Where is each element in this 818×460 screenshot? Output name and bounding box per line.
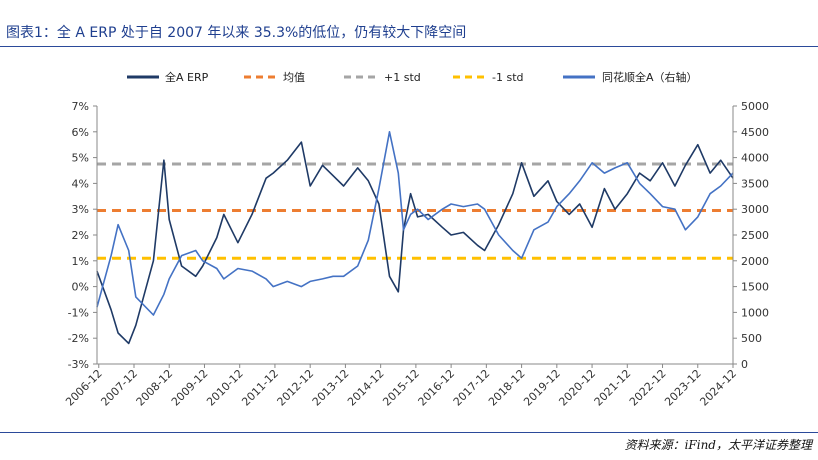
x-tick-label: 2018-12 — [486, 367, 528, 409]
x-tick-label: 2007-12 — [98, 367, 140, 409]
chart-title: 图表1：全 A ERP 处于自 2007 年以来 35.3%的低位，仍有较大下降… — [6, 25, 467, 41]
legend-label: 全A ERP — [165, 70, 209, 84]
x-tick-label: 2019-12 — [521, 367, 563, 409]
index-series-line — [96, 131, 734, 316]
footer-rule — [0, 432, 818, 433]
legend: 全A ERP 均值 +1 std -1 std 同花顺全A（右轴） — [127, 70, 698, 84]
right-tick-label: 2500 — [741, 229, 769, 242]
x-tick-label: 2010-12 — [204, 367, 246, 409]
right-tick-label: 1000 — [741, 306, 769, 319]
legend-label: +1 std — [384, 71, 421, 84]
right-tick-label: 1500 — [741, 281, 769, 294]
x-tick-label: 2011-12 — [239, 367, 281, 409]
left-tick-label: 3% — [72, 203, 89, 216]
x-tick-label: 2020-12 — [556, 367, 598, 409]
right-tick-label: 3000 — [741, 203, 769, 216]
x-tick-label: 2021-12 — [592, 367, 634, 409]
x-tick-label: 2008-12 — [134, 367, 176, 409]
left-tick-label: 7% — [72, 100, 89, 113]
x-tick-label: 2023-12 — [662, 367, 704, 409]
legend-label: 均值 — [283, 71, 305, 84]
right-tick-label: 4500 — [741, 126, 769, 139]
right-tick-label: 2000 — [741, 255, 769, 268]
erp-series-line — [96, 141, 734, 345]
x-tick-label: 2014-12 — [345, 367, 387, 409]
legend-label: -1 std — [492, 71, 524, 84]
left-tick-label: 4% — [72, 177, 89, 190]
right-tick-label: 500 — [741, 332, 762, 345]
x-tick-label: 2013-12 — [310, 367, 352, 409]
legend-label: 同花顺全A（右轴） — [602, 70, 698, 84]
axes: 7%6%5%4%3%2%1%0%-1%-2%-3%500045004000350… — [63, 100, 769, 409]
source-note: 资料来源：iFind，太平洋证券整理 — [624, 438, 812, 452]
right-tick-label: 5000 — [741, 100, 769, 113]
left-tick-label: 2% — [72, 229, 89, 242]
x-tick-label: 2015-12 — [380, 367, 422, 409]
x-tick-label: 2016-12 — [416, 367, 458, 409]
left-tick-label: -2% — [68, 332, 89, 345]
left-tick-label: -1% — [68, 306, 89, 319]
title-rule — [0, 46, 818, 47]
x-tick-label: 2024-12 — [697, 367, 739, 409]
left-tick-label: 0% — [72, 281, 89, 294]
right-tick-label: 4000 — [741, 152, 769, 165]
left-tick-label: 1% — [72, 255, 89, 268]
series-lines — [96, 131, 734, 345]
right-tick-label: 3500 — [741, 177, 769, 190]
x-tick-label: 2012-12 — [275, 367, 317, 409]
left-tick-label: 5% — [72, 152, 89, 165]
x-tick-label: 2009-12 — [169, 367, 211, 409]
x-tick-label: 2006-12 — [63, 367, 105, 409]
x-tick-label: 2017-12 — [451, 367, 493, 409]
left-tick-label: -3% — [68, 358, 89, 371]
x-tick-label: 2022-12 — [627, 367, 669, 409]
left-tick-label: 6% — [72, 126, 89, 139]
right-tick-label: 0 — [741, 358, 748, 371]
